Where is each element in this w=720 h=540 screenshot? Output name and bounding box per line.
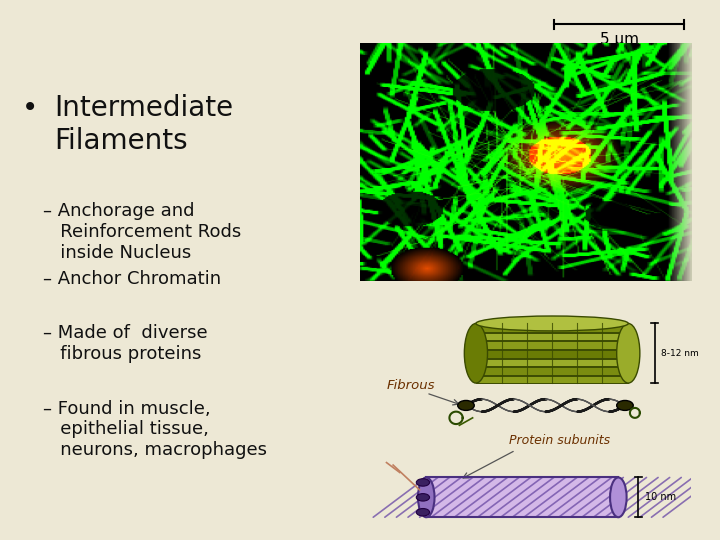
Bar bbox=[476, 359, 629, 366]
Text: – Anchor Chromatin: – Anchor Chromatin bbox=[43, 270, 221, 288]
Ellipse shape bbox=[476, 316, 629, 331]
Ellipse shape bbox=[464, 323, 487, 383]
Text: Fibrous: Fibrous bbox=[387, 379, 435, 392]
Bar bbox=[476, 325, 629, 332]
Ellipse shape bbox=[616, 323, 640, 383]
Text: 5 μm: 5 μm bbox=[600, 32, 639, 48]
Ellipse shape bbox=[418, 477, 435, 517]
Bar bbox=[476, 350, 629, 357]
Text: •: • bbox=[22, 94, 38, 123]
Ellipse shape bbox=[458, 401, 474, 410]
Text: – Anchorage and
   Reinforcement Rods
   inside Nucleus: – Anchorage and Reinforcement Rods insid… bbox=[43, 202, 241, 262]
Text: Protein subunits: Protein subunits bbox=[509, 434, 610, 447]
Ellipse shape bbox=[610, 477, 626, 517]
Text: 8-12 nm: 8-12 nm bbox=[662, 349, 699, 358]
Text: – Found in muscle,
   epithelial tissue,
   neurons, macrophages: – Found in muscle, epithelial tissue, ne… bbox=[43, 400, 267, 459]
Bar bbox=[426, 477, 618, 517]
Bar bbox=[476, 341, 629, 349]
Bar bbox=[476, 375, 629, 383]
Ellipse shape bbox=[416, 494, 430, 501]
Bar bbox=[426, 477, 618, 517]
Ellipse shape bbox=[416, 509, 430, 516]
Ellipse shape bbox=[416, 478, 430, 486]
Text: 10 nm: 10 nm bbox=[645, 492, 676, 502]
Bar bbox=[476, 367, 629, 375]
Ellipse shape bbox=[616, 401, 633, 410]
Text: – Made of  diverse
   fibrous proteins: – Made of diverse fibrous proteins bbox=[43, 324, 208, 363]
Text: Intermediate
Filaments: Intermediate Filaments bbox=[54, 94, 233, 155]
Bar bbox=[476, 333, 629, 341]
